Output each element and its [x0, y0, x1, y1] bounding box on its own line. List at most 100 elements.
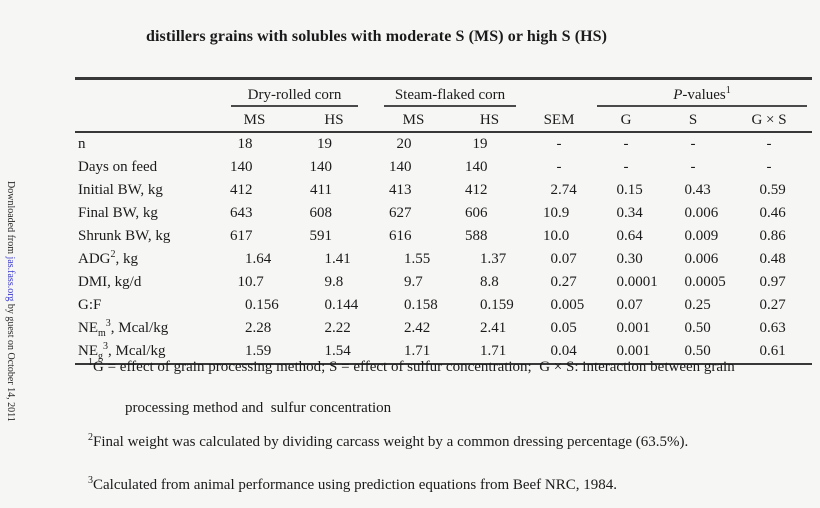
column-header-ms-drc: MS [215, 109, 294, 133]
watermark-link[interactable]: jas.fass.org [5, 256, 16, 302]
value-cell: 608 [309, 205, 333, 221]
empty-header-cell [75, 109, 215, 133]
value-cell: 0.34 [616, 205, 643, 221]
value-cell: 0.005 [550, 297, 585, 313]
value-cell: 0.63 [759, 320, 786, 336]
value-cell: 20 [396, 136, 412, 152]
value-cell: 627 [389, 205, 412, 221]
table-body: n 18 19 20 19 - - - - Days on feed 140 140 140 140 - - -… [75, 132, 813, 365]
column-header-hs-drc: HS [294, 109, 374, 133]
value-cell: 0.009 [684, 228, 719, 244]
row-label: n [78, 136, 86, 152]
watermark-text-post: by guest on October 14, 2011 [5, 301, 16, 422]
value-cell: - [556, 159, 562, 175]
value-cell: - [556, 136, 562, 152]
footnote-3-marker: 3 [88, 475, 93, 486]
value-cell: 140 [230, 159, 253, 175]
value-cell: 0.04 [526, 340, 592, 365]
value-cell: 19 [317, 136, 332, 152]
value-cell: 0.001 [592, 340, 660, 365]
footnote-3-text: Calculated from animal performance using… [93, 477, 618, 493]
value-cell: 412 [465, 182, 488, 198]
value-cell: - [623, 136, 629, 152]
footnote-1-line-1: 1G = effect of grain processing method; … [88, 358, 735, 376]
results-table: Dry-rolled corn Steam-flaked corn P-valu… [75, 77, 813, 365]
value-cell: 0.64 [616, 228, 643, 244]
column-header-sem: SEM [526, 109, 592, 133]
value-cell: 1.64 [245, 251, 272, 267]
value-cell: 412 [230, 182, 253, 198]
value-cell: 8.8 [480, 274, 499, 290]
row-label: Shrunk BW, kg [78, 228, 171, 244]
column-header-ms-sfc: MS [374, 109, 453, 133]
value-cell: - [766, 136, 772, 152]
group-header-cell: P-values1 [592, 79, 812, 110]
row-label: G:F [78, 297, 102, 313]
value-cell: 0.006 [684, 205, 719, 221]
row-label: Initial BW, kg [78, 182, 163, 198]
group-header-p-values: P-values1 [597, 86, 807, 107]
download-watermark: Downloaded from jas.fass.org by guest on… [5, 181, 16, 422]
value-cell: - [766, 159, 772, 175]
value-cell: 411 [310, 182, 332, 198]
value-cell: 9.8 [324, 274, 344, 290]
value-cell: 1.37 [480, 251, 507, 267]
column-header-s: S [660, 109, 726, 133]
footnote-3: 3Calculated from animal performance usin… [88, 475, 618, 494]
value-cell: 0.006 [684, 251, 719, 267]
value-cell: 606 [465, 205, 488, 221]
value-cell: 2.42 [404, 320, 431, 336]
value-cell: 140 [309, 159, 333, 175]
group-header-steam-flaked-corn: Steam-flaked corn [383, 87, 517, 107]
value-cell: 2.41 [480, 320, 507, 336]
footnote-2: 2Final weight was calculated by dividing… [88, 432, 689, 451]
table-row: n 18 19 20 19 - - - - [75, 132, 812, 156]
value-cell: 0.15 [616, 182, 643, 198]
value-cell: 0.07 [616, 297, 643, 313]
empty-header-cell [75, 79, 215, 110]
value-cell: 0.97 [759, 274, 786, 290]
column-header-row: MS HS MS HS SEM G S G × S [75, 109, 813, 133]
column-header-hs-sfc: HS [453, 109, 526, 133]
value-cell: - [623, 159, 629, 175]
table-caption: distillers grains with solubles with mod… [146, 28, 608, 45]
table-row: Shrunk BW, kg 617 591 616 588 10.0 0.64 0.009 0.… [75, 225, 812, 248]
value-cell: 0.144 [324, 297, 359, 313]
value-cell: 413 [389, 182, 412, 198]
footnote-2-text: Final weight was calculated by dividing … [93, 434, 689, 450]
footnote-1-line-2: processing method and sulfur concentrati… [125, 400, 392, 416]
value-cell: 0.59 [759, 182, 786, 198]
value-cell: 10.9 [543, 205, 570, 221]
value-cell: 0.30 [616, 251, 643, 267]
footnote-2-marker: 2 [88, 432, 93, 443]
value-cell: - [690, 159, 696, 175]
value-cell: 10.7 [237, 274, 264, 290]
value-cell: 19 [472, 136, 488, 152]
p-values-italic: P [673, 87, 683, 103]
footnote-1-text: G = effect of grain processing method; S… [93, 359, 735, 375]
value-cell: 0.86 [759, 228, 786, 244]
table-row: Final BW, kg 643 608 627 606 10.9 0.34 0.006 0.4… [75, 202, 812, 225]
value-cell: 0.07 [550, 251, 577, 267]
value-cell: 0.27 [550, 274, 577, 290]
table-row: G:F 0.156 0.144 0.158 0.159 0.005 0.07 0.25 0.27 [75, 294, 812, 317]
group-header-cell: Steam-flaked corn [374, 79, 526, 110]
row-label: Days on feed [78, 159, 158, 175]
table-row: DMI, kg/d 10.7 9.8 9.7 8.8 0.27 0.0001 0.0005 0.… [75, 271, 812, 294]
value-cell: 0.159 [480, 297, 514, 313]
value-cell: 0.50 [660, 340, 726, 365]
group-header-cell: Dry-rolled corn [215, 79, 374, 110]
value-cell: 1.71 [453, 340, 526, 365]
value-cell: 616 [389, 228, 412, 244]
value-cell: 643 [230, 205, 253, 221]
value-cell: 0.158 [404, 297, 438, 313]
value-cell: 140 [389, 159, 412, 175]
p-values-rest: -values [682, 87, 726, 103]
value-cell: 0.46 [759, 205, 786, 221]
value-cell: 2.28 [245, 320, 272, 336]
value-cell: 0.05 [550, 320, 577, 336]
value-cell: 0.61 [726, 340, 813, 365]
value-cell: 588 [465, 228, 488, 244]
value-cell: 0.001 [616, 320, 651, 336]
